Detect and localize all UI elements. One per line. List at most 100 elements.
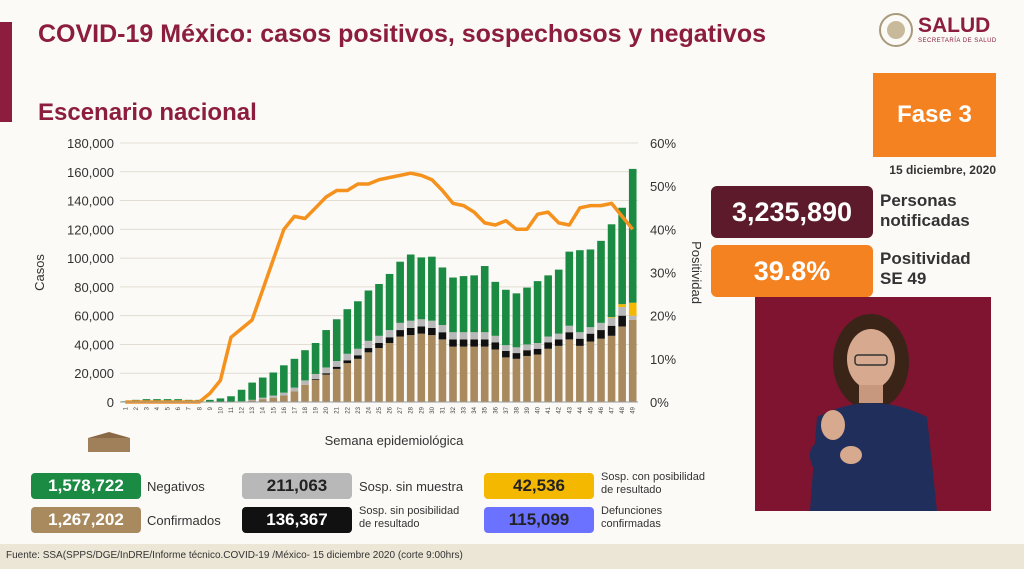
legend-confirmados-value: 1,267,202 bbox=[31, 507, 141, 533]
bar-segment bbox=[533, 281, 542, 344]
bar-segment bbox=[258, 397, 267, 400]
x-tick-label: 38 bbox=[514, 406, 520, 413]
y-tick-label: 0 bbox=[107, 395, 114, 410]
y2-tick-label: 20% bbox=[650, 309, 676, 324]
bar-segment bbox=[586, 327, 595, 334]
positividad-value: 39.8% bbox=[753, 256, 831, 286]
y2-axis-label: Positividad bbox=[689, 241, 704, 304]
x-tick-label: 20 bbox=[324, 406, 330, 413]
bar-segment bbox=[406, 254, 415, 321]
y-axis-label: Casos bbox=[32, 254, 47, 291]
positividad-label: Positividad SE 49 bbox=[880, 249, 971, 289]
cases-chart: 0 20,000 40,000 60,000 80,000 100,000 120,000 1… bbox=[32, 136, 704, 448]
legend-defunciones-label: Defunciones confirmadas bbox=[601, 505, 662, 531]
legend-negativos-label: Negativos bbox=[147, 479, 205, 494]
bar-segment bbox=[544, 342, 552, 349]
salud-logo-text: SALUD bbox=[918, 14, 991, 37]
y-tick-label: 20,000 bbox=[74, 366, 114, 381]
positividad-box: 39.8% bbox=[711, 245, 873, 297]
x-tick-label: 10 bbox=[218, 406, 224, 413]
bar-segment bbox=[470, 346, 478, 402]
bar-segment bbox=[385, 337, 394, 344]
notificadas-value: 3,235,890 bbox=[731, 197, 853, 227]
bar-segment bbox=[322, 373, 330, 375]
bar-segment bbox=[301, 384, 309, 402]
legend-defunciones-value: 115,099 bbox=[484, 507, 594, 533]
legend-sosp-con-pos-label-line2: de resultado bbox=[601, 484, 662, 496]
x-tick-label: 5 bbox=[166, 406, 172, 410]
fase-badge: Fase 3 bbox=[873, 73, 996, 157]
x-tick-label: 24 bbox=[366, 406, 372, 413]
bar-segment bbox=[322, 374, 330, 402]
y-tick-label: 120,000 bbox=[67, 222, 114, 237]
bar-segment bbox=[417, 257, 426, 320]
bar-segment bbox=[375, 284, 383, 336]
bar-segment bbox=[449, 346, 457, 402]
bar-segment bbox=[480, 339, 489, 347]
legend-confirmados-label: Confirmados bbox=[147, 513, 221, 528]
x-tick-label: 8 bbox=[197, 406, 203, 410]
bar-segment bbox=[459, 276, 468, 333]
bar-segment bbox=[269, 372, 278, 396]
x-tick-label: 46 bbox=[599, 406, 605, 413]
legend-defunciones-label-line1: Defunciones bbox=[601, 505, 663, 517]
bar-segment bbox=[258, 377, 267, 398]
x-tick-label: 29 bbox=[419, 406, 425, 413]
bar-segment bbox=[459, 346, 468, 402]
x-tick-label: 18 bbox=[303, 406, 309, 413]
x-tick-label: 4 bbox=[155, 406, 161, 410]
bar-segment bbox=[332, 319, 341, 361]
bar-segment bbox=[375, 348, 383, 402]
x-tick-label: 15 bbox=[271, 406, 277, 413]
bar-segment bbox=[396, 336, 404, 402]
bar-segment bbox=[216, 398, 225, 402]
bar-segment bbox=[491, 335, 500, 343]
bar-segment bbox=[544, 275, 552, 337]
bar-segment bbox=[544, 336, 552, 343]
bar-segment bbox=[332, 368, 341, 402]
bar-segment bbox=[343, 363, 352, 402]
bar-segment bbox=[597, 338, 605, 402]
mexico-gobierno-logo bbox=[88, 432, 130, 452]
bar-segment bbox=[248, 400, 256, 402]
x-tick-label: 43 bbox=[567, 406, 573, 413]
bar-segment bbox=[354, 358, 362, 402]
bar-segment bbox=[322, 330, 330, 368]
bar-segment bbox=[607, 224, 616, 318]
x-tick-label: 34 bbox=[472, 406, 478, 413]
x-tick-label: 14 bbox=[261, 406, 267, 413]
bar-segment bbox=[523, 350, 531, 356]
source-footnote: Fuente: SSA(SPPS/DGE/InDRE/Informe técni… bbox=[6, 550, 463, 561]
y2-tick-label: 40% bbox=[650, 222, 676, 237]
bar-segment bbox=[576, 250, 584, 333]
y2-tick-label: 60% bbox=[650, 136, 676, 151]
bar-segment bbox=[375, 343, 383, 349]
bar-segment bbox=[628, 319, 637, 402]
x-tick-label: 1 bbox=[123, 406, 129, 410]
bar-segment bbox=[290, 387, 299, 392]
bar-segment bbox=[417, 319, 426, 327]
bar-segment bbox=[470, 339, 478, 347]
legend-negativos-value: 1,578,722 bbox=[31, 473, 141, 499]
bar-segment bbox=[512, 353, 521, 359]
bar-segment bbox=[449, 332, 457, 340]
legend-sosp-sin-muestra-value: 211,063 bbox=[242, 473, 352, 499]
x-tick-label: 19 bbox=[314, 406, 320, 413]
bar-segment bbox=[354, 301, 362, 349]
x-tick-label: 22 bbox=[345, 406, 351, 413]
bar-segment bbox=[523, 344, 531, 351]
notificadas-label: Personas notificadas bbox=[880, 191, 970, 231]
bar-segment bbox=[565, 325, 574, 333]
bar-segment bbox=[512, 358, 521, 402]
notificadas-label-line1: Personas bbox=[880, 191, 957, 210]
bar-segment bbox=[533, 354, 542, 402]
bar-segment bbox=[396, 261, 404, 323]
bar-segment bbox=[385, 330, 394, 338]
positividad-label-line1: Positividad bbox=[880, 249, 971, 268]
bar-segment bbox=[311, 379, 320, 402]
y-tick-label: 40,000 bbox=[74, 337, 114, 352]
bar-segment bbox=[618, 307, 626, 316]
bar-segment bbox=[343, 360, 352, 364]
y2-tick-label: 50% bbox=[650, 179, 676, 194]
y-tick-label: 100,000 bbox=[67, 251, 114, 266]
